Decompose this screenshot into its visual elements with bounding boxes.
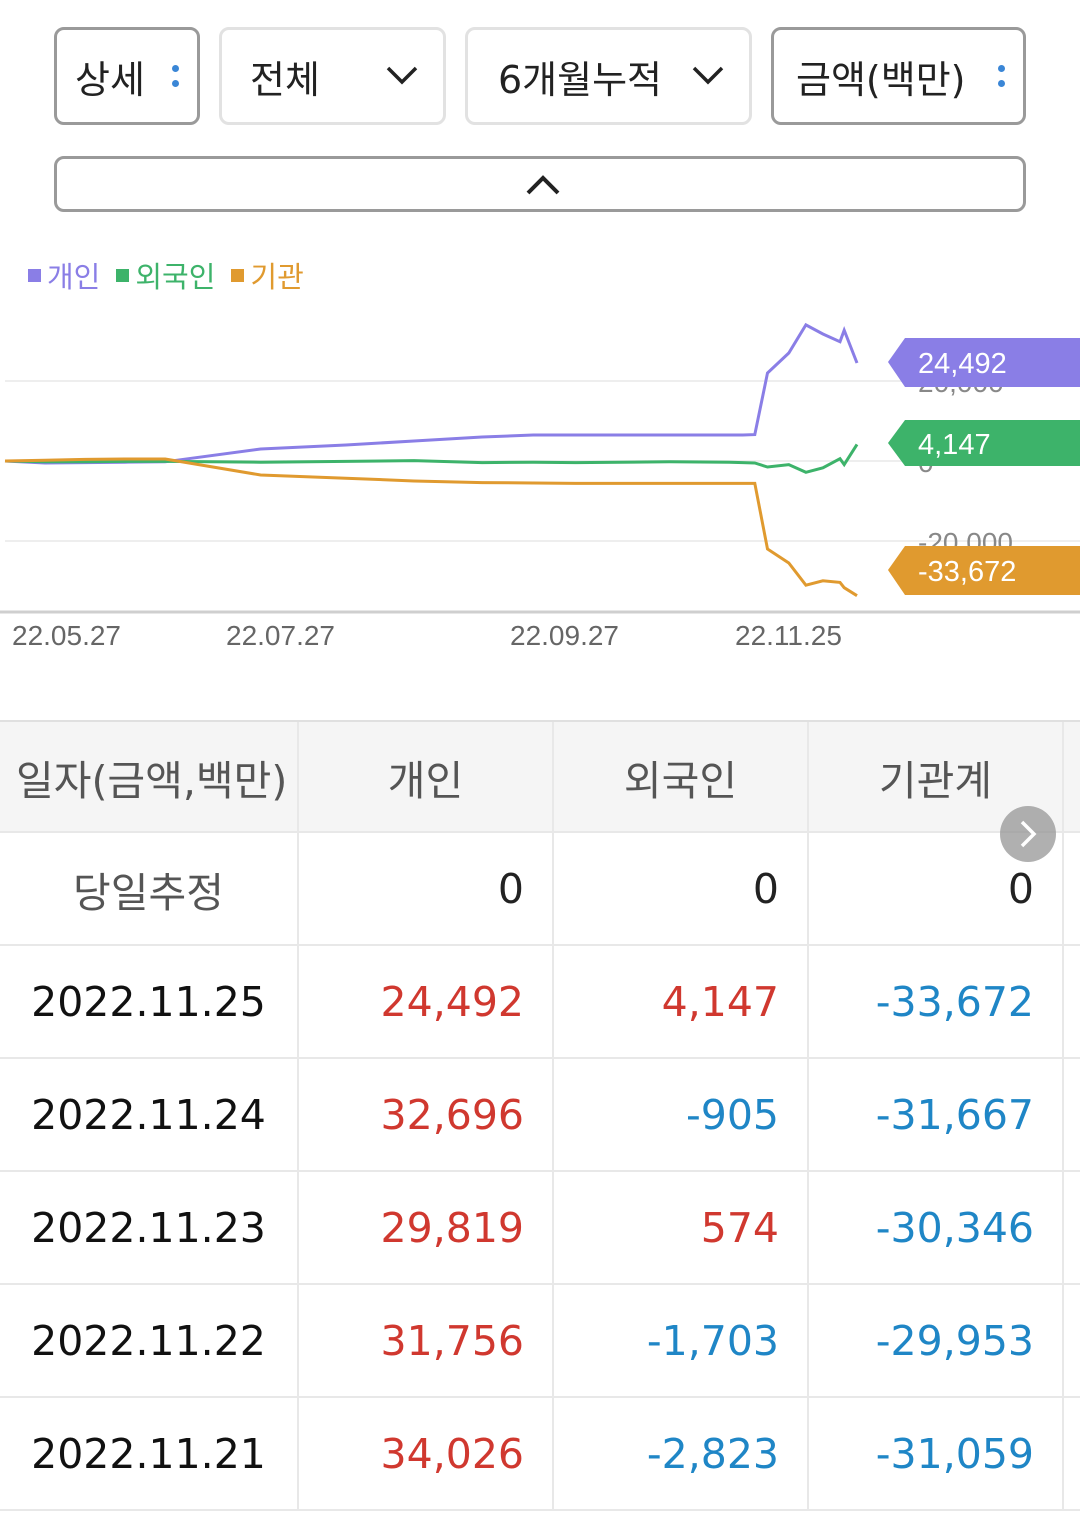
row-foreign: -2,823 — [554, 1398, 809, 1509]
row-individual: 32,696 — [299, 1059, 554, 1170]
more-dots-icon — [172, 30, 179, 122]
market-dropdown[interactable]: 전체 — [219, 27, 446, 125]
more-dots-icon — [998, 30, 1005, 122]
x-tick-label: 22.05.27 — [12, 620, 121, 651]
header-date: 일자(금액,백만) — [0, 722, 299, 831]
row-individual: 31,756 — [299, 1285, 554, 1396]
row-foreign: -1,703 — [554, 1285, 809, 1396]
row-date: 2022.11.24 — [0, 1059, 299, 1170]
row-individual: 0 — [299, 833, 554, 944]
chevron-down-icon — [692, 66, 724, 85]
legend-item-foreign[interactable]: 외국인 — [116, 254, 215, 296]
detail-select-label: 상세 — [75, 57, 145, 102]
header-individual: 개인 — [299, 722, 554, 831]
value-tag-text: -33,672 — [918, 556, 1016, 588]
legend-label: 개인 — [47, 260, 101, 294]
row-individual: 29,819 — [299, 1172, 554, 1283]
unit-select[interactable]: 금액(백만) — [771, 27, 1026, 125]
series-line-institution — [4, 457, 858, 597]
chart-legend: 개인 외국인 기관 — [28, 254, 304, 296]
investor-table: 일자(금액,백만) 개인 외국인 기관계 당일추정 0 0 0 2022.11.25 24… — [0, 720, 1080, 1511]
table-row[interactable]: 2022.11.21 34,026 -2,823 -31,059 — [0, 1398, 1080, 1511]
row-foreign: 574 — [554, 1172, 809, 1283]
table-row[interactable]: 2022.11.22 31,756 -1,703 -29,953 — [0, 1285, 1080, 1398]
x-tick-label: 22.09.27 — [510, 620, 619, 651]
x-tick-label: 22.11.25 — [735, 620, 842, 651]
detail-select[interactable]: 상세 — [54, 27, 200, 125]
row-institution: -33,672 — [809, 946, 1064, 1057]
chevron-right-icon — [1020, 820, 1037, 848]
row-institution: -29,953 — [809, 1285, 1064, 1396]
market-dropdown-label: 전체 — [250, 57, 320, 102]
series-line-individual — [4, 322, 859, 465]
table-row[interactable]: 당일추정 0 0 0 — [0, 833, 1080, 946]
table-row[interactable]: 2022.11.23 29,819 574 -30,346 — [0, 1172, 1080, 1285]
row-institution: -31,667 — [809, 1059, 1064, 1170]
row-foreign: 4,147 — [554, 946, 809, 1057]
legend-item-institution[interactable]: 기관 — [231, 254, 304, 296]
row-date: 2022.11.21 — [0, 1398, 299, 1509]
value-tag-text: 24,492 — [918, 348, 1007, 380]
table-row[interactable]: 2022.11.25 24,492 4,147 -33,672 — [0, 946, 1080, 1059]
legend-label: 외국인 — [135, 260, 216, 294]
period-dropdown[interactable]: 6개월누적 — [465, 27, 752, 125]
table-row[interactable]: 2022.11.24 32,696 -905 -31,667 — [0, 1059, 1080, 1172]
row-date: 당일추정 — [0, 833, 299, 944]
value-tag-individual: 24,492 — [888, 338, 1080, 387]
scroll-right-button[interactable] — [1000, 806, 1056, 862]
unit-select-label: 금액(백만) — [796, 57, 966, 102]
collapse-chart-button[interactable] — [54, 156, 1026, 212]
row-institution: -30,346 — [809, 1172, 1064, 1283]
header-institution: 기관계 — [809, 722, 1064, 831]
chevron-up-icon — [526, 175, 560, 195]
legend-item-individual[interactable]: 개인 — [28, 254, 100, 296]
x-tick-label: 22.07.27 — [226, 620, 335, 651]
value-tag-foreign: 4,147 — [888, 420, 1080, 466]
header-foreign: 외국인 — [554, 722, 809, 831]
legend-swatch — [28, 268, 41, 282]
period-dropdown-label: 6개월누적 — [498, 57, 663, 102]
table-header-row: 일자(금액,백만) 개인 외국인 기관계 — [0, 720, 1080, 833]
row-date: 2022.11.25 — [0, 946, 299, 1057]
row-individual: 24,492 — [299, 946, 554, 1057]
table-body: 당일추정 0 0 0 2022.11.25 24,492 4,147 -33,672 2022.… — [0, 833, 1080, 1511]
chevron-down-icon — [386, 66, 418, 85]
row-date: 2022.11.23 — [0, 1172, 299, 1283]
row-institution: -31,059 — [809, 1398, 1064, 1509]
row-institution: 0 — [809, 833, 1064, 944]
legend-label: 기관 — [250, 260, 304, 294]
row-foreign: -905 — [554, 1059, 809, 1170]
row-foreign: 0 — [554, 833, 809, 944]
value-tag-text: 4,147 — [918, 429, 991, 461]
series-line-foreign — [4, 443, 859, 474]
legend-swatch — [116, 268, 130, 282]
investor-trend-chart: 20,000 0 -20,000 24,492 4,147 -33,672 22… — [0, 322, 1080, 651]
value-tag-institution: -33,672 — [888, 546, 1080, 595]
legend-swatch — [231, 268, 245, 282]
row-individual: 34,026 — [299, 1398, 554, 1509]
row-date: 2022.11.22 — [0, 1285, 299, 1396]
